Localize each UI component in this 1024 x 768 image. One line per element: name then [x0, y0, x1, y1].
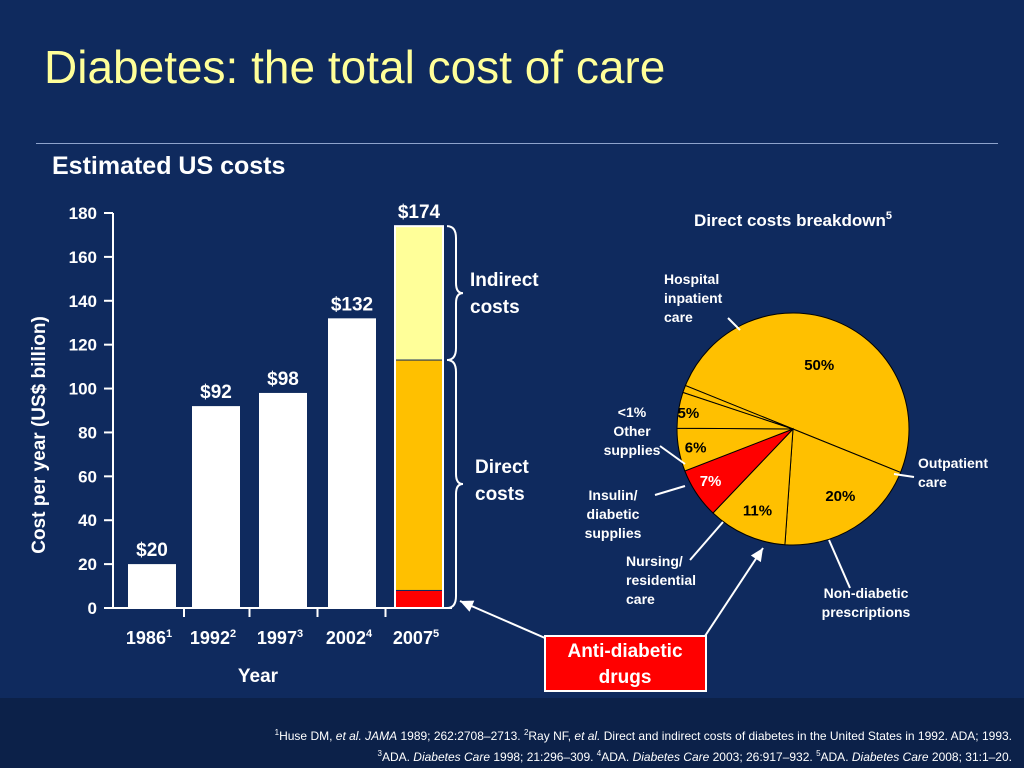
indirect-costs-label: Indirect [470, 270, 539, 291]
pie-slice [784, 428, 902, 546]
bar-2007-outline [394, 225, 444, 610]
bar-1992 [192, 406, 240, 608]
slide-title: Diabetes: the total cost of care [44, 41, 666, 93]
bar-value-label: $92 [200, 382, 232, 403]
y-tick-label: 20 [78, 555, 97, 574]
callout-non-diabetic-prescriptions: Non-diabetic [824, 585, 909, 601]
callout-insulin-diabetic-supplies: diabetic [587, 506, 640, 522]
callout-hospital-inpatient-care: care [664, 309, 693, 325]
x-category-label: 19922 [190, 628, 236, 648]
bar-1986 [128, 564, 176, 608]
bar-2007-segment [394, 359, 444, 591]
arrow-to-2007-bar [459, 600, 546, 639]
pie-percent-label: 6% [685, 440, 707, 457]
pie-slice [682, 384, 794, 430]
title-divider [36, 143, 998, 144]
callout-non-diabetic-prescriptions: prescriptions [822, 604, 911, 620]
x-axis-label: Year [238, 666, 279, 687]
pie-title: Direct costs breakdown5 [694, 210, 892, 230]
indirect-costs-brace [446, 225, 464, 362]
callout-nursing-residential-care: residential [626, 572, 696, 588]
bar-2002 [328, 318, 376, 608]
chart-subtitle: Estimated US costs [52, 152, 286, 180]
callout-insulin-diabetic-supplies: Insulin/ [589, 487, 638, 503]
reference-line-1: 1Huse DM, et al. JAMA 1989; 262:2708–271… [274, 728, 1012, 743]
bar-2007-segment [394, 589, 444, 609]
x-category-label: 20075 [393, 628, 439, 648]
callout-hospital-inpatient-care: Hospital [664, 271, 719, 287]
arrow-to-pie-slice-head [750, 548, 763, 563]
x-category-label: 20024 [326, 628, 373, 648]
pie-slice [712, 427, 794, 546]
bar-1997 [259, 392, 307, 608]
anti-diabetic-drugs-label: drugs [599, 667, 652, 688]
y-tick-label: 180 [69, 204, 97, 223]
direct-costs-label: Direct [475, 457, 530, 478]
pie-percent-label: 50% [804, 357, 834, 374]
pie-percent-label: 7% [700, 473, 722, 490]
x-category-label: 19973 [257, 628, 303, 648]
callout-leader [654, 485, 686, 496]
y-tick-label: 80 [78, 423, 97, 442]
callout-outpatient-care: care [918, 474, 947, 490]
y-tick-label: 140 [69, 292, 97, 311]
bar-value-label: $20 [136, 540, 168, 561]
y-tick-label: 120 [69, 336, 97, 355]
callout-nursing-residential-care: care [626, 591, 655, 607]
pie-percent-label: 20% [825, 488, 855, 505]
bar-value-label: $98 [267, 369, 299, 390]
bar-value-label: $174 [398, 202, 441, 223]
callout-other-supplies: <1% [618, 404, 647, 420]
y-tick-label: 0 [88, 599, 97, 618]
callout-leader [828, 539, 851, 589]
callout-other-supplies: Other [613, 423, 651, 439]
callout-leader [659, 445, 686, 465]
footer-band [0, 698, 1024, 768]
y-tick-label: 40 [78, 511, 97, 530]
bar-2007-segment [394, 225, 444, 361]
bar-value-label: $132 [331, 294, 373, 315]
anti-diabetic-drugs-label: Anti-diabetic [567, 641, 682, 662]
pie-percent-label: 11% [743, 503, 772, 520]
arrow-to-2007-bar-head [460, 600, 475, 612]
x-category-label: 19861 [126, 628, 172, 648]
y-tick-label: 160 [69, 248, 97, 267]
references: 1Huse DM, et al. JAMA 1989; 262:2708–271… [192, 724, 1012, 766]
callout-other-supplies: supplies [604, 442, 661, 458]
callout-nursing-residential-care: Nursing/ [626, 553, 683, 569]
y-axis-label: Cost per year (US$ billion) [29, 316, 50, 554]
callout-insulin-diabetic-supplies: supplies [585, 525, 642, 541]
pie-slice [684, 312, 910, 474]
anti-diabetic-drugs-box [544, 635, 707, 692]
reference-line-2: 3ADA. Diabetes Care 1998; 21:296–309. 4A… [377, 749, 1013, 764]
y-tick-label: 100 [69, 380, 97, 399]
direct-costs-label: costs [475, 484, 525, 505]
indirect-costs-label: costs [470, 297, 520, 318]
callout-leader [893, 473, 915, 478]
arrow-to-pie-slice [704, 547, 764, 637]
pie-percent-label: 5% [678, 405, 700, 422]
callout-leader [727, 317, 741, 331]
y-tick-label: 60 [78, 467, 97, 486]
direct-costs-brace [446, 359, 464, 609]
callout-outpatient-care: Outpatient [918, 455, 988, 471]
callout-hospital-inpatient-care: inpatient [664, 290, 723, 306]
callout-leader [689, 521, 724, 561]
